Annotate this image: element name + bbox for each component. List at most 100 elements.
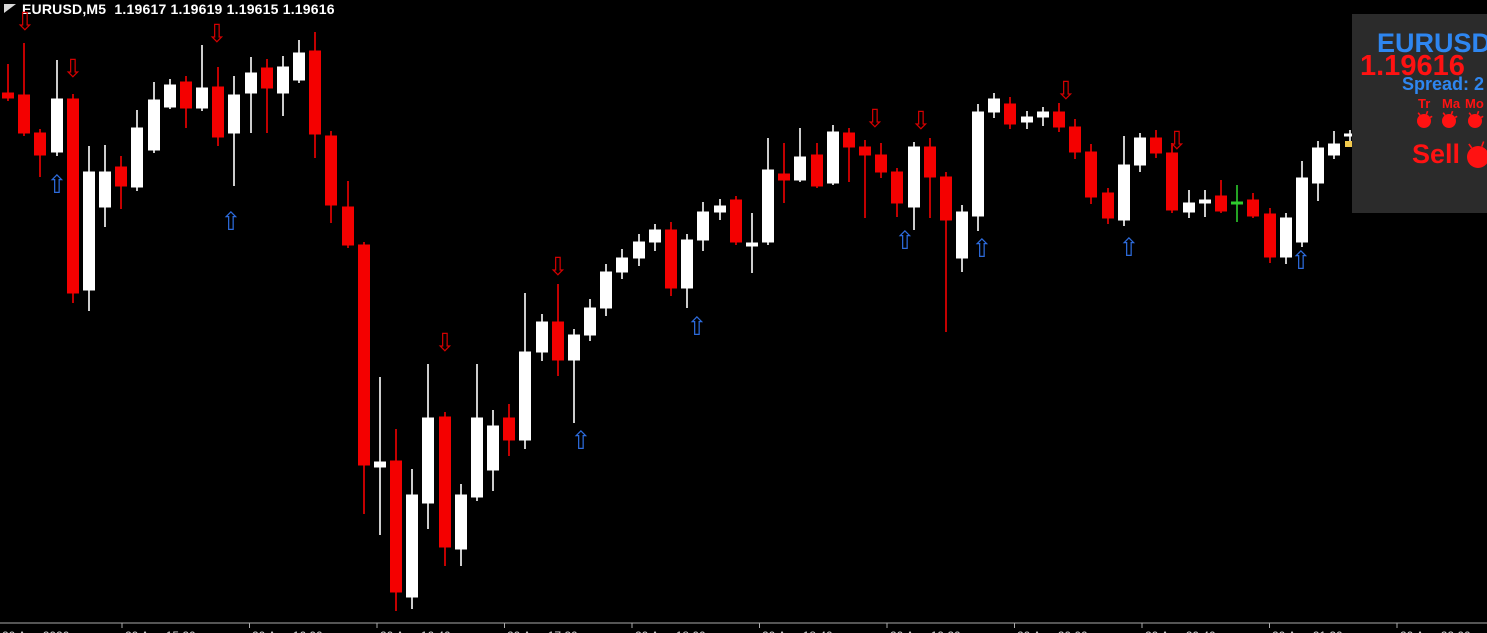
candle xyxy=(212,67,224,146)
time-axis-label: 20 Aug 18:40 xyxy=(762,629,833,633)
candle xyxy=(681,234,693,308)
candle xyxy=(794,128,806,182)
candle xyxy=(519,293,531,449)
candle xyxy=(714,199,726,220)
candle xyxy=(600,264,612,316)
candle xyxy=(422,364,434,529)
buy-arrow-icon: ⇧ xyxy=(1118,233,1140,262)
candle xyxy=(649,224,661,251)
time-axis-label: 20 Aug 22:00 xyxy=(1400,629,1471,633)
candle xyxy=(1215,180,1227,213)
candle xyxy=(811,143,823,188)
candle xyxy=(552,284,564,376)
candle xyxy=(697,202,709,251)
candle xyxy=(665,222,677,296)
candle xyxy=(83,146,95,311)
sell-arrow-icon: ⇩ xyxy=(206,19,228,48)
candle xyxy=(746,213,758,273)
time-axis-label: 20 Aug 20:40 xyxy=(1145,629,1216,633)
time-axis-label: 20 Aug 16:00 xyxy=(252,629,323,633)
candle xyxy=(277,56,289,116)
time-axis-label: 20 Aug 17:20 xyxy=(507,629,578,633)
sell-arrow-icon: ⇩ xyxy=(1055,76,1077,105)
candle xyxy=(1069,119,1081,159)
candle xyxy=(503,404,515,456)
candle xyxy=(131,110,143,191)
time-axis-label: 20 Aug 16:40 xyxy=(380,629,451,633)
candle xyxy=(633,234,645,266)
candle xyxy=(1037,107,1049,126)
bomb-icon xyxy=(1467,141,1487,168)
time-axis-label: 20 Aug 18:00 xyxy=(635,629,706,633)
candle xyxy=(1264,208,1276,263)
candle xyxy=(374,377,386,535)
candle xyxy=(228,76,240,186)
buy-arrow-icon: ⇧ xyxy=(1290,246,1312,275)
candle xyxy=(325,131,337,223)
panel-price-value: 1.19616 xyxy=(1360,50,1465,82)
candle xyxy=(18,43,30,136)
panel-spread-value: Spread: 2 xyxy=(1402,74,1485,94)
sell-arrow-icon: ⇩ xyxy=(14,7,36,36)
time-axis-label: 20 Aug 15:20 xyxy=(125,629,196,633)
buy-arrow-icon: ⇧ xyxy=(971,234,993,263)
candle xyxy=(1231,185,1243,222)
bomb-icon xyxy=(1442,110,1458,128)
candle xyxy=(309,32,321,158)
candle xyxy=(875,143,887,178)
candle xyxy=(180,76,192,128)
sell-arrow-icon: ⇩ xyxy=(62,54,84,83)
candle xyxy=(261,59,273,133)
candle xyxy=(390,429,402,611)
candle xyxy=(1199,190,1211,217)
candle xyxy=(827,125,839,185)
time-axis-label: 20 Aug 20:00 xyxy=(1017,629,1088,633)
sell-arrow-icon: ⇩ xyxy=(434,328,456,357)
bomb-icons xyxy=(1417,110,1487,168)
sell-arrow-icon: ⇩ xyxy=(1166,126,1188,155)
candle xyxy=(471,364,483,501)
symbol-quote-title: EURUSD,M5 1.19617 1.19619 1.19615 1.1961… xyxy=(22,1,335,17)
current-price-marker xyxy=(1345,141,1353,147)
candle xyxy=(1021,111,1033,129)
panel-indicator-label-trend: Tr xyxy=(1418,96,1431,111)
candle xyxy=(1166,143,1178,213)
panel-symbol-label: EURUSD xyxy=(1377,28,1487,58)
candle xyxy=(439,412,451,566)
candle xyxy=(924,138,936,218)
time-axis-label: 20 Aug 21:20 xyxy=(1272,629,1343,633)
candle xyxy=(1247,193,1259,218)
candle xyxy=(2,64,14,101)
time-axis-label: 20 Aug 2020 xyxy=(2,629,69,633)
time-axis-label: 20 Aug 19:20 xyxy=(890,629,961,633)
sell-arrow-icon: ⇩ xyxy=(910,106,932,135)
candle xyxy=(778,143,790,203)
candle xyxy=(956,205,968,272)
candle xyxy=(972,104,984,231)
buy-arrow-icon: ⇧ xyxy=(570,426,592,455)
candle xyxy=(196,45,208,111)
candle xyxy=(616,249,628,279)
candle xyxy=(455,484,467,566)
time-axis: 20 Aug 2020 20 Aug 15:20 20 Aug 16:00 20 Au… xyxy=(0,629,1487,633)
candle xyxy=(1004,97,1016,129)
candle xyxy=(245,57,257,133)
candle xyxy=(1134,133,1146,172)
buy-arrow-icon: ⇧ xyxy=(686,312,708,341)
candle xyxy=(568,329,580,423)
panel-indicator-label-ma: Ma xyxy=(1442,96,1461,111)
chart-corner-triangle-icon[interactable] xyxy=(4,4,16,13)
candle xyxy=(67,94,79,303)
candle xyxy=(34,129,46,177)
candle xyxy=(584,299,596,341)
candle xyxy=(1102,188,1114,224)
candle xyxy=(843,128,855,182)
candle xyxy=(342,181,354,248)
candle xyxy=(164,79,176,109)
sell-arrow-icon: ⇩ xyxy=(547,252,569,281)
buy-arrow-icon: ⇧ xyxy=(894,226,916,255)
candle xyxy=(1296,161,1308,247)
candle xyxy=(1328,131,1340,159)
